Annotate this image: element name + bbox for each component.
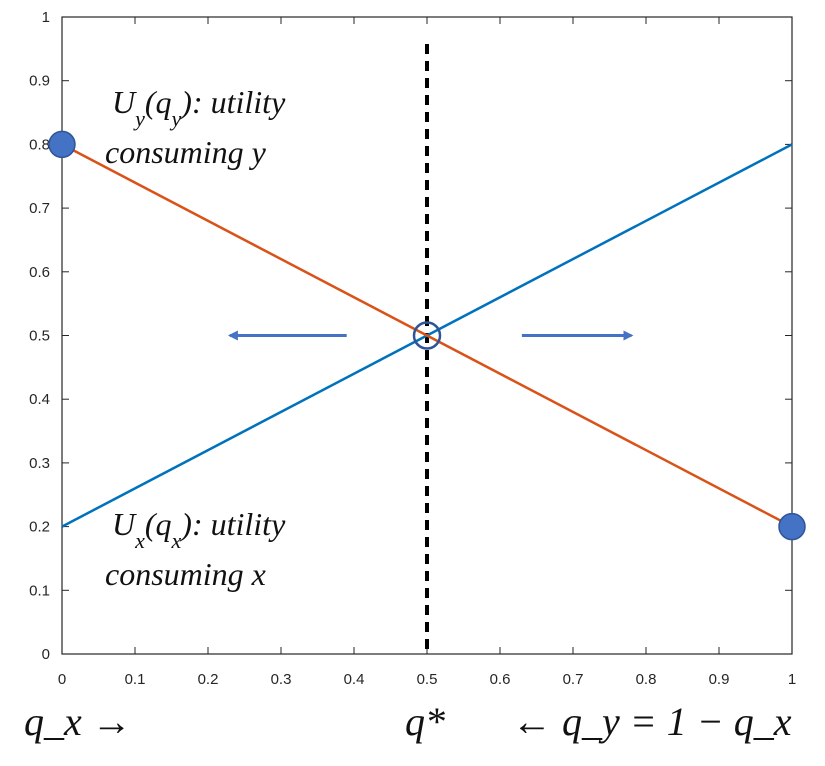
x-tick-label: 0	[58, 671, 66, 688]
qx-label-text: q_x →	[24, 699, 132, 744]
x-tick-label: 1	[788, 671, 796, 688]
y-tick-label: 0.7	[29, 200, 50, 217]
qy-label-text: ← q_y = 1 − q_x	[512, 699, 792, 744]
x-tick-label: 0.7	[563, 671, 584, 688]
q-star-label-text: q*	[405, 699, 445, 744]
x-tick-label: 0.6	[490, 671, 511, 688]
y-tick-label: 0.6	[29, 264, 50, 281]
uy-annotation-line2: consuming y	[105, 134, 267, 170]
x-tick-label: 0.1	[125, 671, 146, 688]
ux-annotation-line2: consuming x	[105, 556, 266, 592]
y-tick-label: 0.4	[29, 391, 50, 408]
y-tick-label: 0	[42, 646, 50, 663]
y-tick-label: 0.2	[29, 519, 50, 536]
x-tick-label: 0.5	[417, 671, 438, 688]
y-tick-label: 0.9	[29, 73, 50, 90]
uy-line	[61, 143, 793, 528]
qy-label: ← q_y = 1 − q_x	[512, 698, 792, 745]
q-star-label: q*	[405, 698, 445, 745]
y-tick-label: 0.3	[29, 455, 50, 472]
y-tick-label: 0.1	[29, 582, 50, 599]
x-tick-label: 0.4	[344, 671, 365, 688]
filled-marker	[778, 512, 806, 541]
y-tick-label: 0.8	[29, 136, 50, 153]
y-tick-label: 1	[42, 9, 50, 26]
filled-marker	[48, 130, 76, 159]
x-tick-label: 0.3	[271, 671, 292, 688]
y-tick-label: 0.5	[29, 328, 50, 345]
qx-label: q_x →	[24, 698, 132, 745]
x-tick-label: 0.2	[198, 671, 219, 688]
ux-annotation-line1: Ux(qx): utility	[112, 506, 286, 553]
x-tick-label: 0.8	[636, 671, 657, 688]
hollow-marker	[412, 321, 442, 350]
uy-annotation-line1: Uy(qy): utility	[112, 84, 286, 131]
x-tick-label: 0.9	[709, 671, 730, 688]
